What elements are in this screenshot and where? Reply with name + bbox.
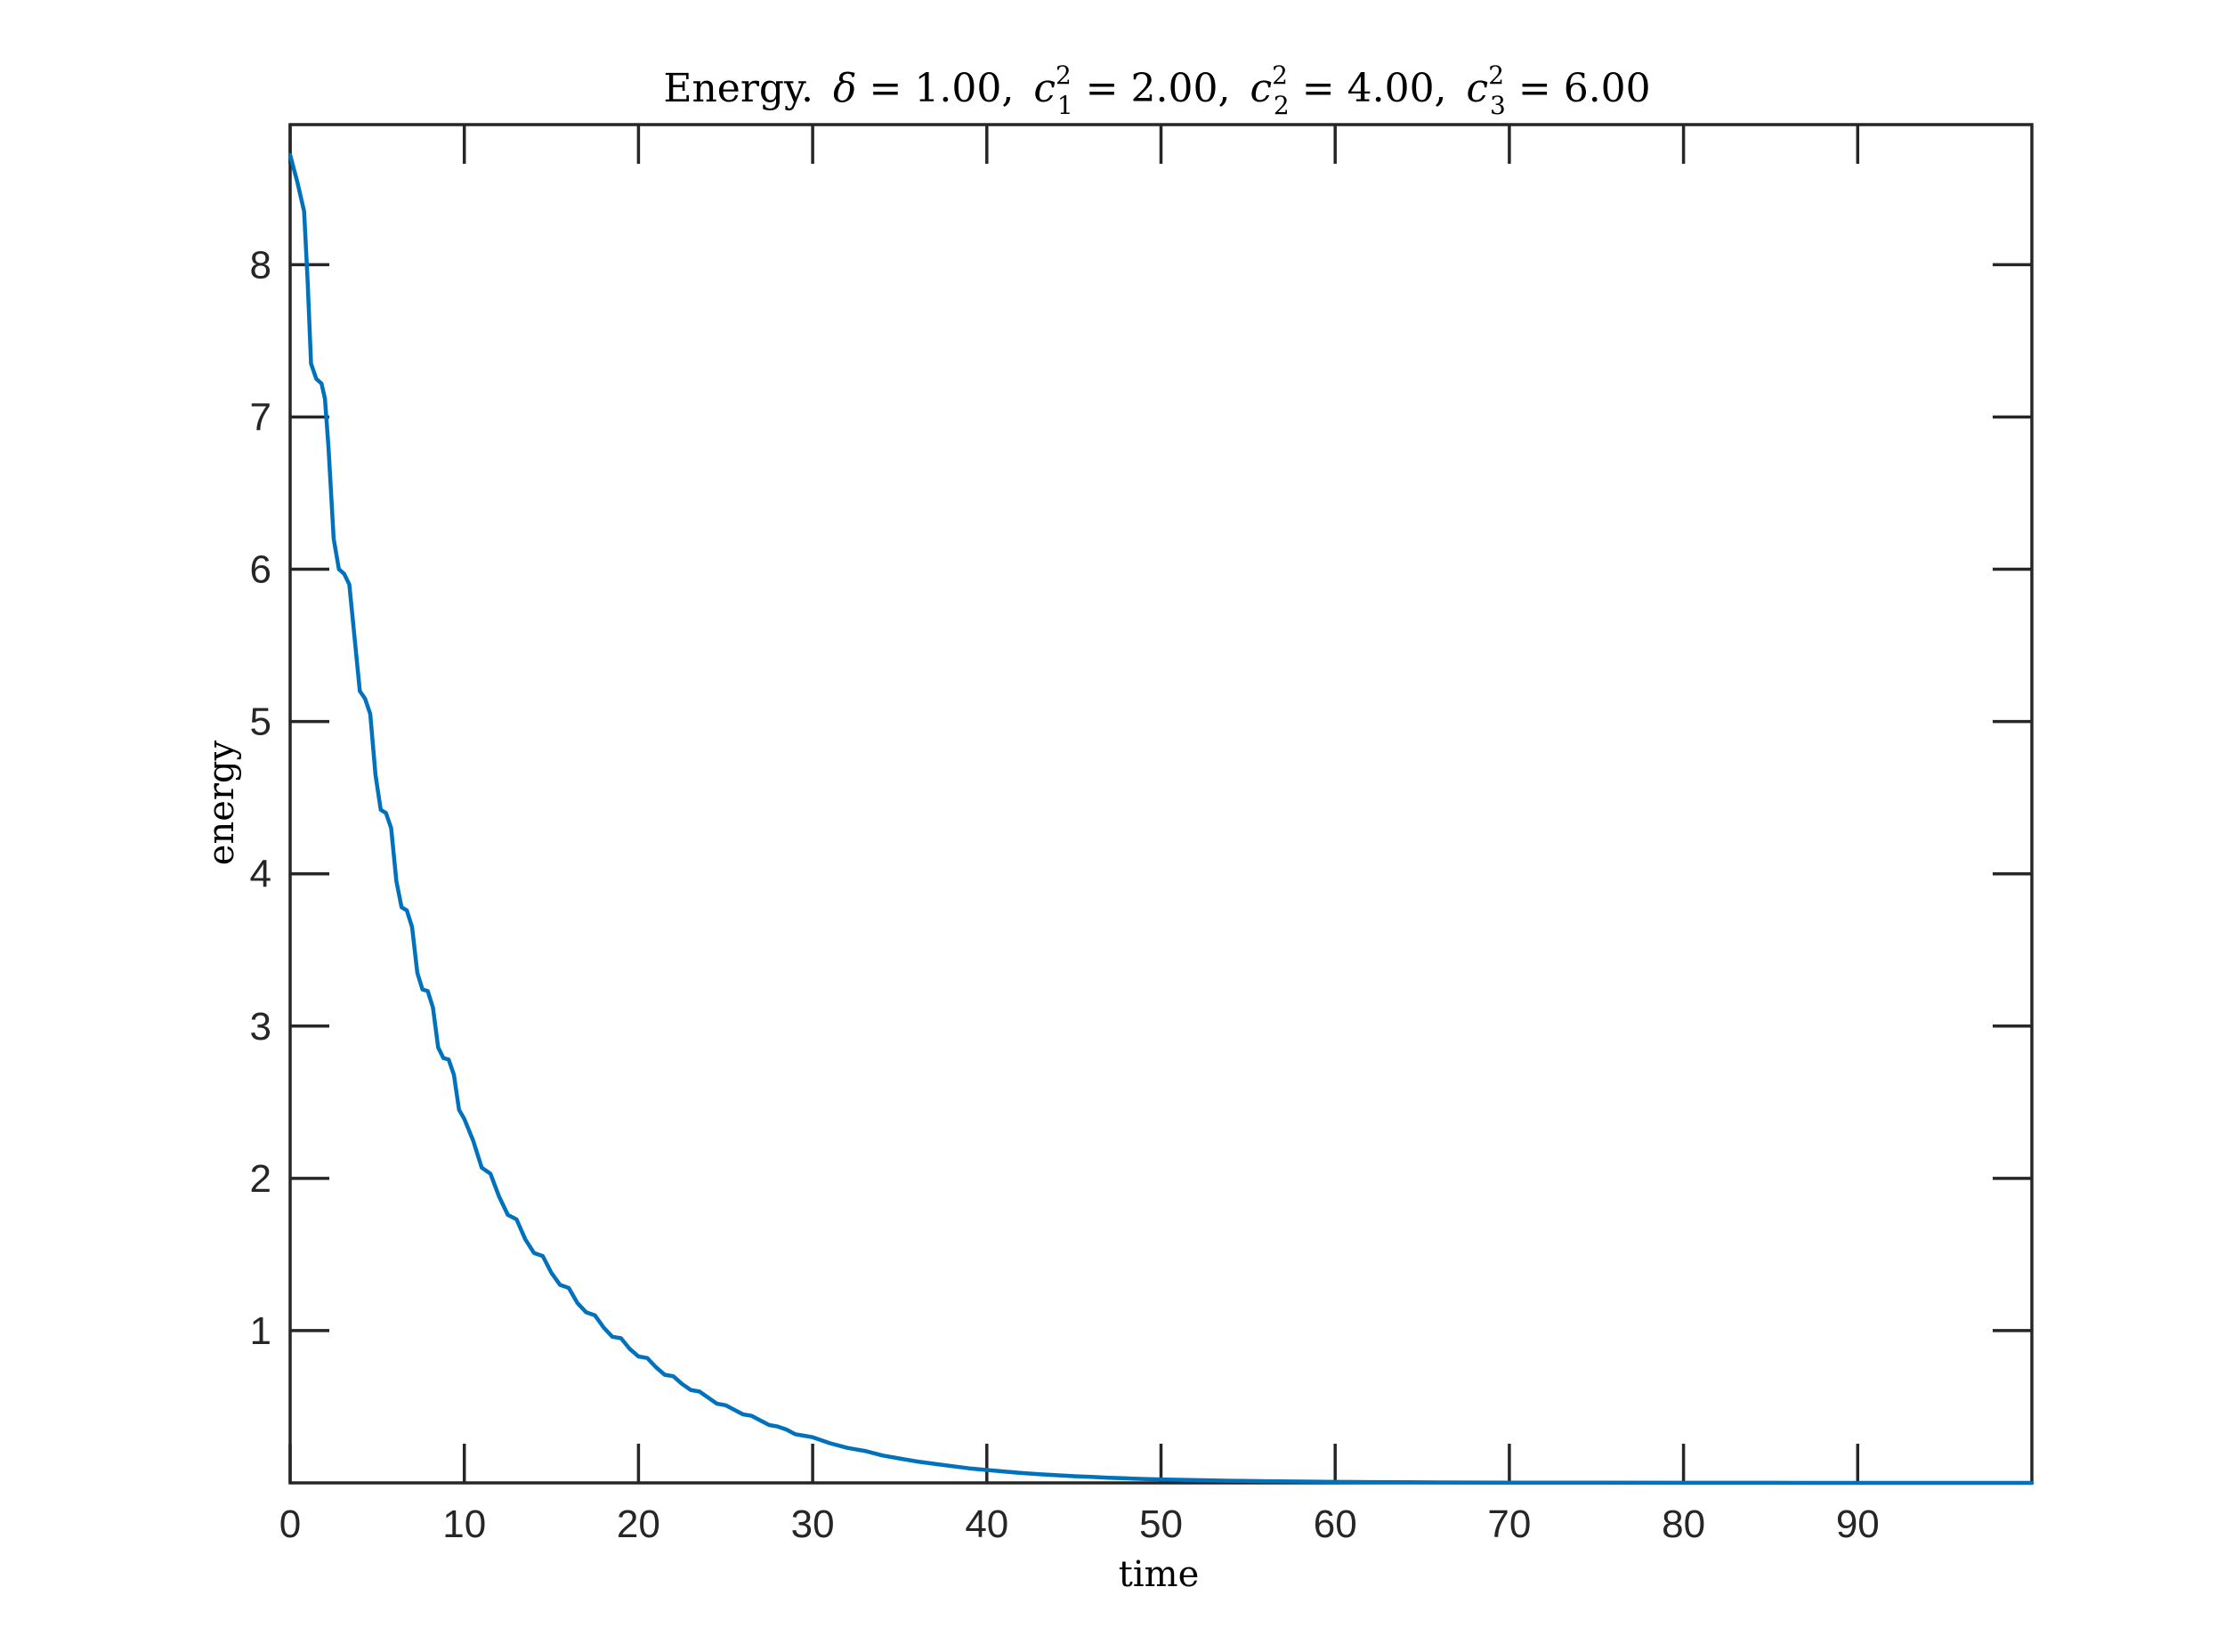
title-superscript: 2 — [1488, 61, 1504, 90]
title-symbol: c — [1467, 66, 1489, 111]
axes-box — [288, 123, 2034, 1485]
title-subscript: 2 — [1274, 91, 1290, 120]
y-tick-label: 1 — [250, 1309, 271, 1353]
title-subscript: 3 — [1490, 91, 1506, 120]
title-symbol: δ — [833, 66, 857, 111]
x-tick-label: 50 — [1139, 1502, 1183, 1546]
x-axis-label: time — [1119, 1554, 1199, 1595]
y-tick-label: 2 — [250, 1157, 271, 1201]
title-value: = 6.00 — [1506, 66, 1651, 111]
title-superscript: 2 — [1056, 61, 1072, 90]
x-tick-label: 10 — [442, 1502, 486, 1546]
y-tick-label: 8 — [250, 243, 271, 287]
x-tick-label: 30 — [791, 1502, 835, 1546]
title-value: = 1.00, — [857, 66, 1015, 111]
series-line-0 — [287, 152, 2035, 1486]
y-tick-label: 6 — [250, 548, 271, 592]
y-axis-ticks — [290, 263, 2032, 1332]
x-axis-tick-labels: 0 10 20 30 40 50 60 70 80 90 — [279, 1502, 1880, 1546]
title-symbol: c — [1250, 66, 1272, 111]
x-tick-label: 80 — [1662, 1502, 1705, 1546]
y-tick-label: 3 — [250, 1005, 271, 1049]
y-axis-tick-labels: 1 2 3 4 5 6 7 8 — [250, 243, 271, 1353]
y-tick-label: 5 — [250, 700, 271, 744]
y-tick-label: 4 — [250, 853, 271, 896]
x-tick-label: 70 — [1487, 1502, 1531, 1546]
title-superscript: 2 — [1272, 61, 1288, 90]
series-layer — [287, 152, 2035, 1486]
title-value: = 2.00, — [1073, 66, 1231, 111]
y-axis-label: energy — [201, 740, 242, 865]
x-tick-label: 90 — [1836, 1502, 1880, 1546]
plot-area — [287, 123, 2035, 1486]
x-tick-label: 0 — [279, 1502, 301, 1546]
x-tick-label: 20 — [617, 1502, 660, 1546]
title-value: = 4.00, — [1290, 66, 1447, 111]
x-axis-ticks — [288, 125, 1860, 1483]
title-symbol: c — [1033, 66, 1056, 111]
chart-title: Energy. δ = 1.00, c2 1 = 2.00, c2 2 = 4.00, c2… — [663, 61, 1650, 120]
x-tick-label: 40 — [965, 1502, 1008, 1546]
y-tick-label: 7 — [250, 395, 271, 439]
title-subscript: 1 — [1057, 91, 1073, 120]
title-lead: Energy. — [663, 66, 813, 111]
x-tick-label: 60 — [1314, 1502, 1357, 1546]
